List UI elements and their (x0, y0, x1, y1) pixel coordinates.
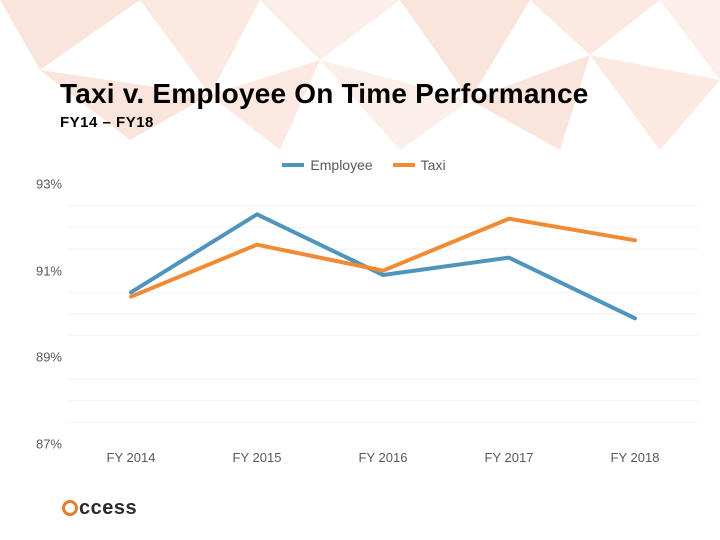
legend-swatch-employee (282, 163, 304, 167)
x-tick-label: FY 2014 (107, 450, 156, 465)
title-block: Taxi v. Employee On Time Performance FY1… (60, 78, 589, 131)
x-tick-label: FY 2018 (611, 450, 660, 465)
x-tick-label: FY 2015 (233, 450, 282, 465)
plot-svg (68, 184, 698, 444)
page-title: Taxi v. Employee On Time Performance (60, 78, 589, 110)
legend-item-employee: Employee (282, 157, 372, 173)
y-tick-label: 93% (36, 177, 62, 192)
footer-logo: ccess (62, 497, 137, 520)
plot-area (68, 184, 698, 444)
y-tick-label: 87% (36, 437, 62, 452)
logo-ring-icon (62, 500, 78, 516)
legend-label-employee: Employee (310, 157, 372, 173)
legend-label-taxi: Taxi (421, 157, 446, 173)
y-axis: 93%91%89%87% (26, 184, 68, 444)
legend-item-taxi: Taxi (393, 157, 446, 173)
x-tick-label: FY 2017 (485, 450, 534, 465)
legend: Employee Taxi (26, 150, 702, 180)
x-axis: FY 2014 FY 2015 FY 2016 FY 2017 FY 2018 (68, 446, 698, 470)
page-subtitle: FY14 – FY18 (60, 114, 589, 131)
y-tick-label: 89% (36, 350, 62, 365)
y-tick-label: 91% (36, 263, 62, 278)
x-tick-label: FY 2016 (359, 450, 408, 465)
chart: Employee Taxi 93%91%89%87% FY 2014FY 201… (26, 150, 702, 480)
logo-text: ccess (79, 497, 137, 520)
legend-swatch-taxi (393, 163, 415, 167)
series-line-taxi (131, 219, 635, 297)
